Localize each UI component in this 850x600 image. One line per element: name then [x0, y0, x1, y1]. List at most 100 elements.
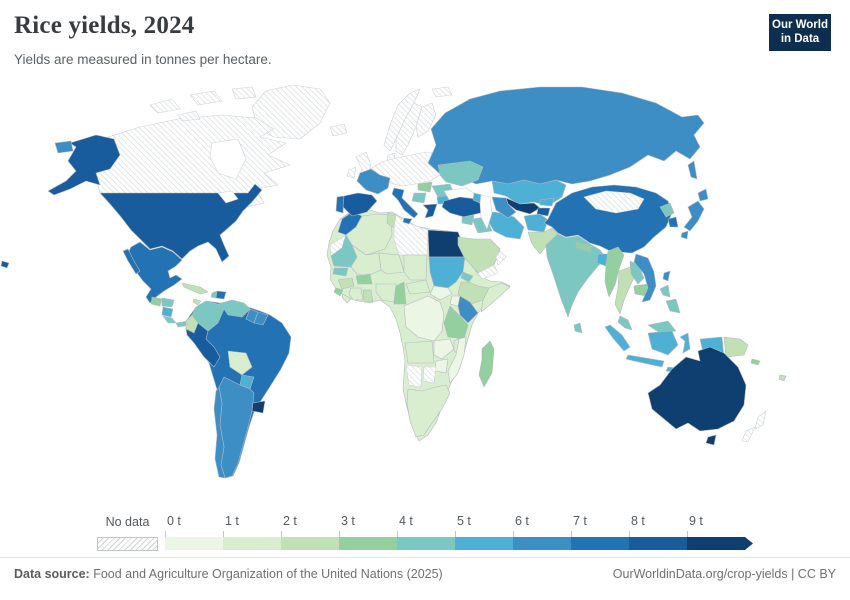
- country-peru[interactable]: [185, 322, 221, 368]
- country-canada-arctic[interactable]: [189, 90, 223, 106]
- country-costa-rica[interactable]: [162, 315, 177, 324]
- legend-segment[interactable]: [629, 537, 687, 550]
- country-angola[interactable]: [404, 340, 435, 364]
- country-hungary[interactable]: [417, 181, 433, 193]
- country-guinea[interactable]: [337, 277, 355, 290]
- country-afghanistan[interactable]: [523, 213, 549, 233]
- country-niger[interactable]: [378, 252, 405, 275]
- country-indonesia-sulawesi[interactable]: [679, 332, 691, 354]
- country-myanmar[interactable]: [604, 246, 625, 298]
- country-bolivia[interactable]: [227, 350, 253, 376]
- country-zambia[interactable]: [433, 338, 455, 360]
- country-philippines-south[interactable]: [665, 298, 681, 314]
- country-taiwan[interactable]: [662, 270, 671, 282]
- country-fiji[interactable]: [778, 374, 787, 382]
- country-vietnam[interactable]: [633, 253, 657, 303]
- country-new-zealand-north[interactable]: [754, 410, 767, 430]
- country-mongolia[interactable]: [583, 190, 645, 214]
- country-guatemala[interactable]: [150, 296, 163, 307]
- country-zimbabwe[interactable]: [434, 358, 449, 374]
- country-botswana[interactable]: [422, 366, 437, 384]
- country-turkey[interactable]: [441, 196, 487, 218]
- country-syria[interactable]: [461, 214, 475, 226]
- country-italy[interactable]: [391, 187, 419, 219]
- legend-segment[interactable]: [687, 537, 753, 550]
- country-sierra-leone[interactable]: [333, 287, 344, 297]
- country-senegal[interactable]: [332, 267, 349, 277]
- legend-segment[interactable]: [339, 537, 397, 550]
- country-nigeria[interactable]: [375, 283, 397, 303]
- country-indonesia-sumatra[interactable]: [604, 324, 631, 352]
- country-solomon-islands[interactable]: [750, 358, 761, 366]
- country-oman[interactable]: [495, 250, 507, 266]
- country-cuba[interactable]: [181, 282, 209, 295]
- country-australia[interactable]: [647, 346, 747, 432]
- legend-segment[interactable]: [281, 537, 339, 550]
- country-ukraine[interactable]: [437, 160, 484, 187]
- country-sudan[interactable]: [428, 256, 466, 289]
- country-namibia[interactable]: [405, 364, 423, 388]
- country-sakhalin[interactable]: [687, 160, 698, 180]
- country-new-zealand-south[interactable]: [741, 426, 756, 443]
- country-north-korea[interactable]: [659, 202, 675, 218]
- country-ivory-coast[interactable]: [348, 287, 364, 301]
- country-wrangel-island[interactable]: [54, 140, 74, 154]
- country-serbia[interactable]: [411, 192, 427, 204]
- country-south-korea[interactable]: [667, 216, 679, 228]
- country-greece[interactable]: [422, 203, 438, 219]
- country-png[interactable]: [723, 336, 749, 358]
- legend-segment[interactable]: [397, 537, 455, 550]
- legend-segment[interactable]: [223, 537, 281, 550]
- country-nepal[interactable]: [575, 241, 593, 253]
- country-sicily[interactable]: [402, 217, 413, 225]
- country-ghana[interactable]: [362, 289, 374, 303]
- country-india[interactable]: [545, 233, 607, 318]
- legend-segment[interactable]: [513, 537, 571, 550]
- country-indonesia-kalimantan[interactable]: [647, 330, 679, 356]
- country-baja[interactable]: [122, 248, 141, 275]
- country-suriname[interactable]: [253, 311, 269, 326]
- country-nicaragua[interactable]: [161, 306, 174, 318]
- country-japan-honshu[interactable]: [683, 200, 705, 232]
- country-dr-congo[interactable]: [403, 295, 445, 342]
- country-norway[interactable]: [383, 88, 421, 152]
- country-yemen[interactable]: [477, 264, 499, 280]
- country-tasmania[interactable]: [705, 434, 717, 446]
- country-canada-arctic[interactable]: [177, 110, 201, 122]
- country-kyrgyzstan[interactable]: [539, 197, 555, 207]
- country-dominican-republic[interactable]: [215, 290, 227, 300]
- country-cameroon[interactable]: [393, 281, 407, 305]
- country-kenya[interactable]: [457, 295, 479, 324]
- country-south-africa[interactable]: [406, 384, 451, 438]
- license-text[interactable]: OurWorldinData.org/crop-yields | CC BY: [612, 567, 836, 581]
- country-japan-kyushu[interactable]: [680, 230, 689, 240]
- country-hawaii[interactable]: [0, 260, 10, 269]
- country-liberia[interactable]: [341, 293, 352, 304]
- country-chad[interactable]: [403, 254, 428, 281]
- country-honduras[interactable]: [161, 297, 175, 308]
- country-mozambique[interactable]: [447, 336, 467, 384]
- country-philippines[interactable]: [659, 284, 671, 298]
- country-malaysia[interactable]: [617, 315, 633, 331]
- no-data-swatch[interactable]: [97, 537, 158, 551]
- country-turkmenistan[interactable]: [491, 196, 517, 219]
- country-portugal[interactable]: [335, 195, 345, 214]
- country-uruguay[interactable]: [251, 400, 266, 414]
- country-alaska[interactable]: [47, 134, 121, 196]
- country-iceland[interactable]: [329, 123, 348, 137]
- legend-segment[interactable]: [455, 537, 513, 550]
- country-car[interactable]: [405, 279, 431, 295]
- country-somalia[interactable]: [480, 282, 511, 313]
- country-usa[interactable]: [99, 183, 263, 263]
- country-svalbard[interactable]: [431, 86, 453, 98]
- country-venezuela[interactable]: [217, 299, 251, 318]
- legend-segment[interactable]: [165, 537, 223, 550]
- country-spain[interactable]: [342, 192, 378, 217]
- country-indonesia-java[interactable]: [625, 354, 665, 368]
- world-map[interactable]: [0, 84, 850, 510]
- country-south-sudan[interactable]: [429, 285, 453, 301]
- country-madagascar[interactable]: [478, 340, 495, 388]
- country-chile[interactable]: [213, 386, 226, 479]
- country-malaysia-borneo[interactable]: [647, 320, 677, 334]
- country-greenland[interactable]: [251, 84, 331, 140]
